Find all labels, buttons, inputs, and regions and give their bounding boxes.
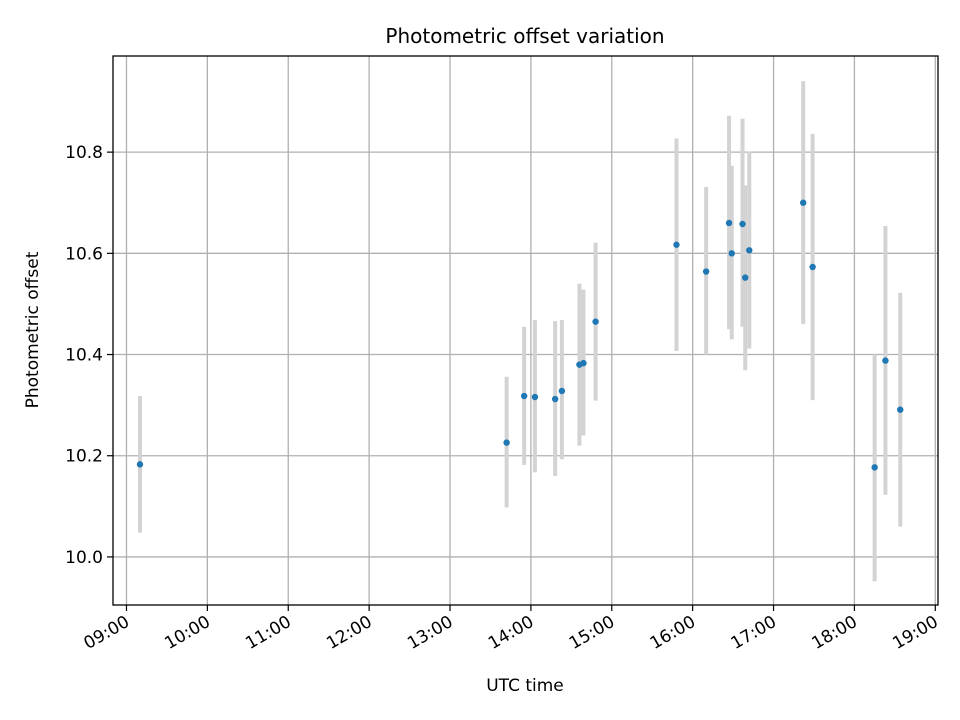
- data-point: [809, 263, 816, 271]
- data-point: [725, 219, 733, 227]
- plot-frame: [112, 55, 939, 606]
- y-tick-label: 10.0: [65, 548, 103, 568]
- data-point: [520, 392, 528, 400]
- y-tick-label: 10.8: [65, 143, 103, 163]
- data-points: [136, 199, 904, 471]
- y-tick-label: 10.2: [65, 447, 103, 467]
- data-point: [592, 318, 599, 325]
- data-point: [882, 357, 889, 364]
- data-point: [742, 274, 749, 281]
- data-point: [897, 406, 904, 413]
- data-point: [558, 387, 566, 395]
- data-point: [746, 247, 753, 254]
- chart-title: Photometric offset variation: [385, 24, 664, 48]
- data-point: [702, 268, 710, 275]
- y-axis-label: Photometric offset: [23, 251, 43, 408]
- data-point: [673, 241, 680, 248]
- data-point: [531, 393, 539, 401]
- y-tick-label: 10.4: [65, 346, 103, 366]
- y-axis: 10.0 10.2 10.4 10.6 10.8: [65, 143, 113, 568]
- data-point: [799, 199, 807, 206]
- x-axis-label: UTC time: [486, 676, 564, 696]
- data-point: [136, 461, 144, 468]
- data-point: [871, 464, 878, 471]
- data-point: [739, 220, 746, 228]
- data-point: [503, 439, 510, 446]
- data-point: [728, 250, 735, 257]
- data-point: [551, 395, 559, 403]
- data-point: [580, 359, 587, 367]
- y-tick-label: 10.6: [65, 244, 103, 264]
